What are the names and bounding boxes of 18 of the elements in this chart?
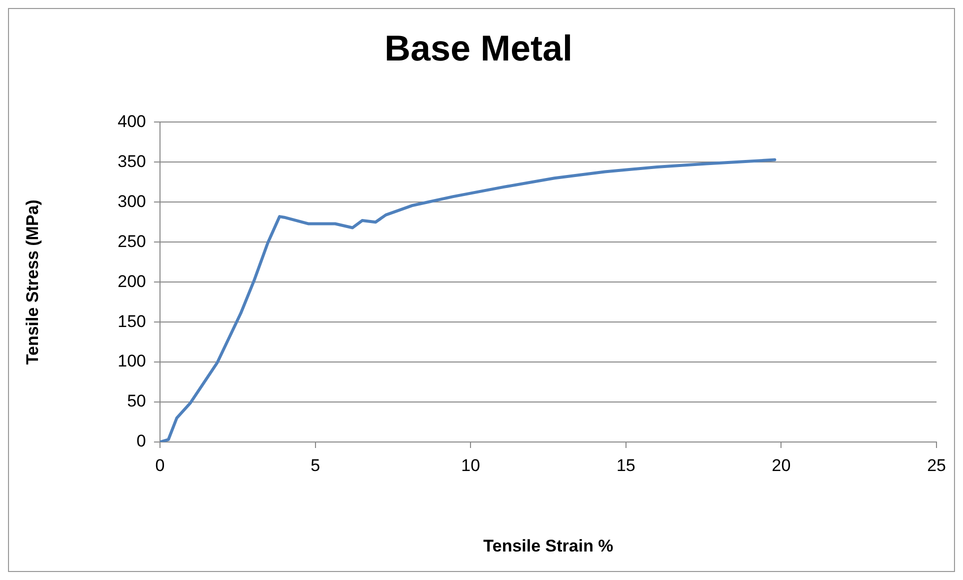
y-tick-label: 350 [118,152,146,171]
y-tick-label: 0 [136,432,146,451]
x-tick-label: 10 [461,456,480,475]
y-tick-label: 150 [118,312,146,331]
chart-title: Base Metal [384,28,573,69]
x-tick-label: 15 [616,456,636,475]
y-tick-label: 50 [127,392,146,411]
x-tick-label: 25 [927,456,946,475]
y-tick-label: 400 [118,112,146,131]
x-axis-title: Tensile Strain % [483,536,614,556]
y-tick-label: 300 [118,192,146,211]
x-tick-label: 0 [155,456,165,475]
y-tick-label: 200 [118,272,146,291]
y-tick-label: 250 [118,232,146,251]
y-tick-label: 100 [118,352,146,371]
x-tick-label: 20 [772,456,791,475]
x-tick-label: 5 [310,456,320,475]
y-axis-title: Tensile Stress (MPa) [22,200,42,365]
